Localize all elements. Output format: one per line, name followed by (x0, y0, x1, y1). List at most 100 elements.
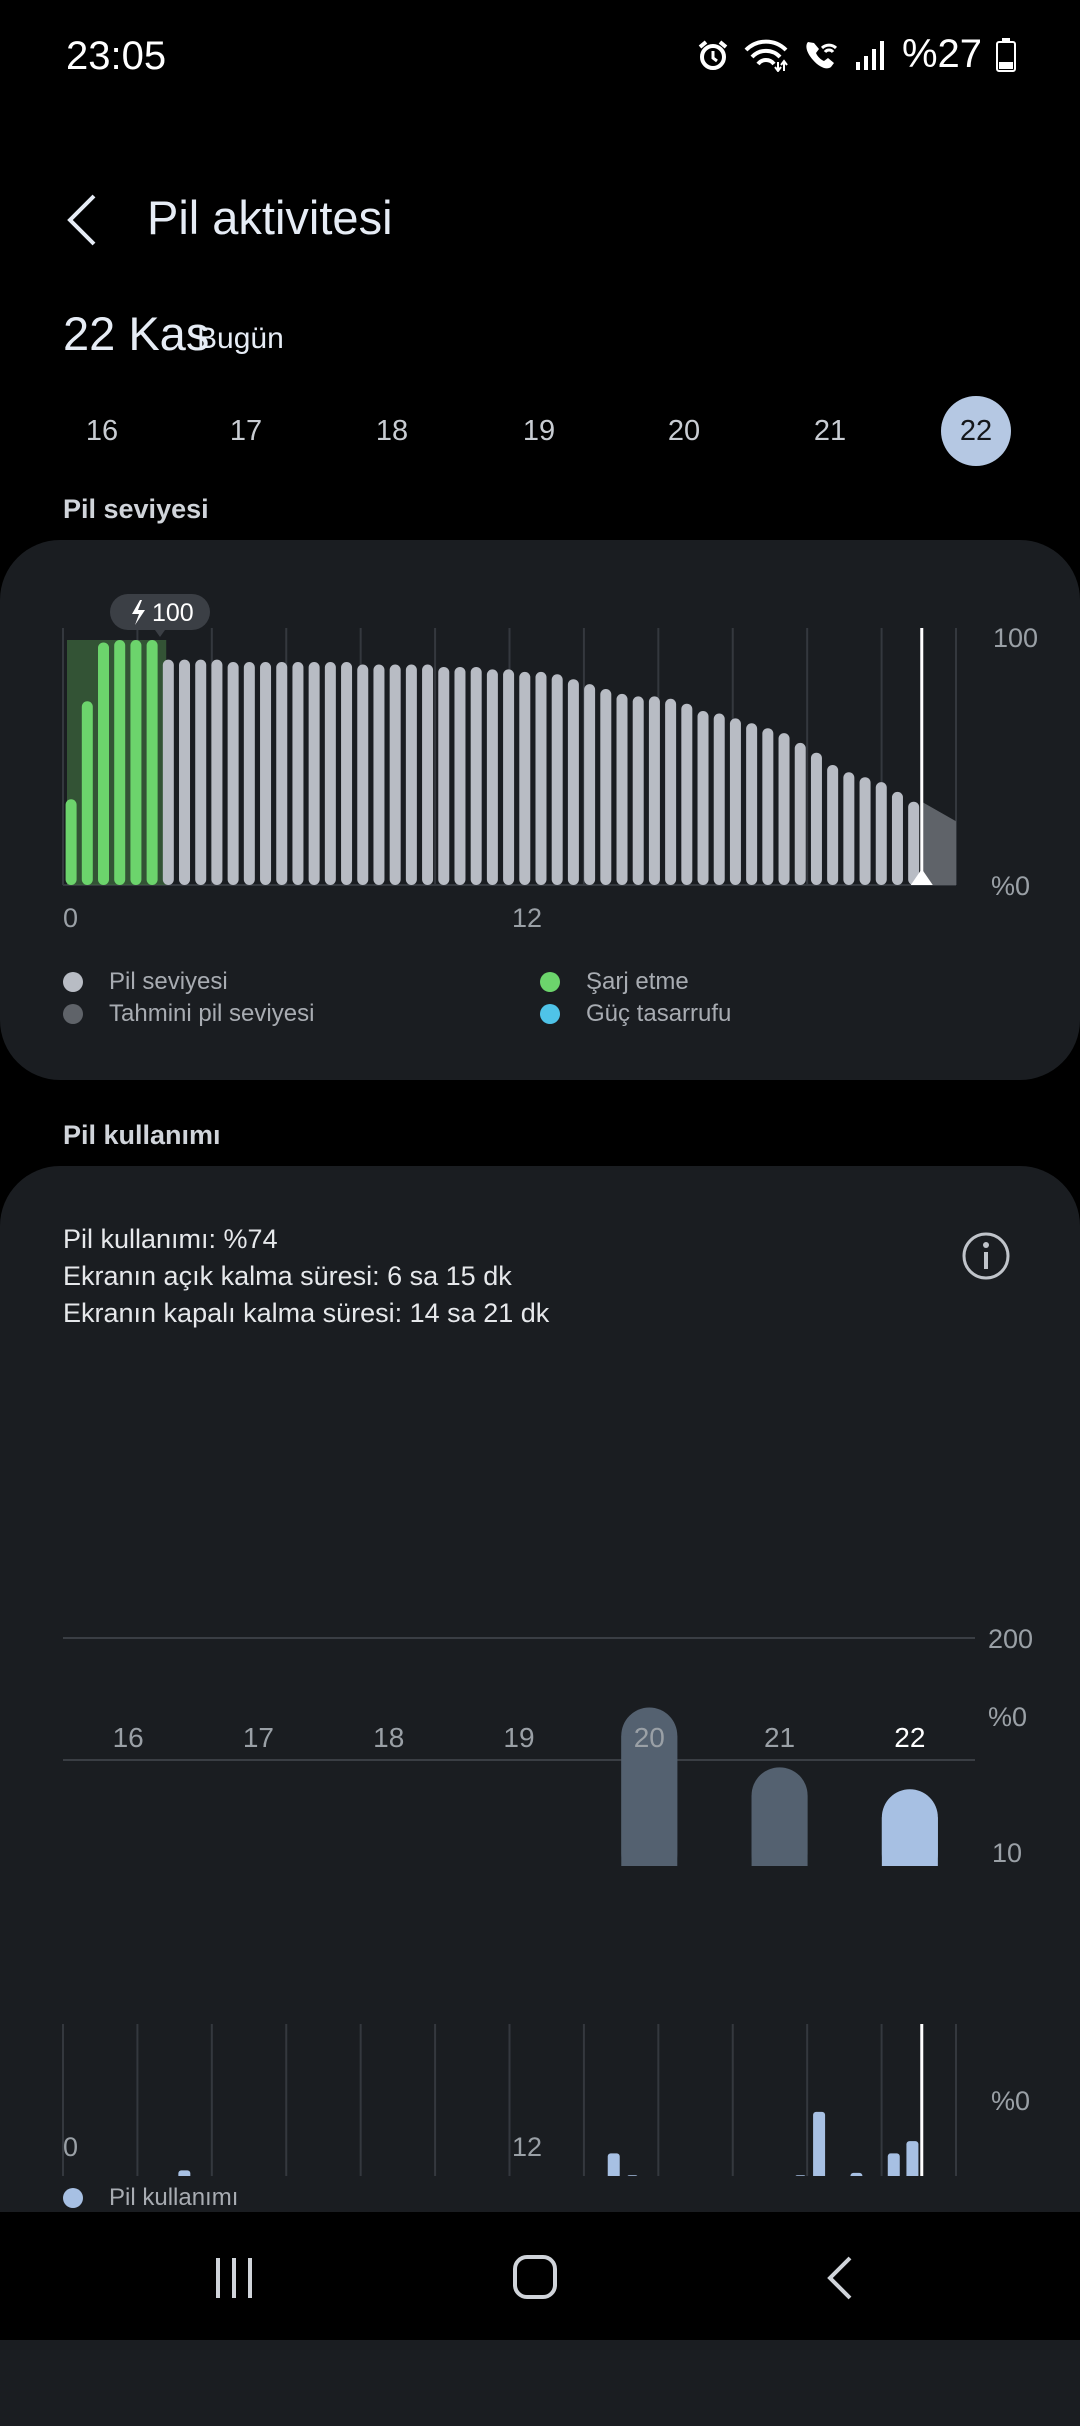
level-bar (389, 664, 401, 885)
day-16[interactable]: 16 (85, 415, 119, 447)
back-icon (827, 2256, 852, 2300)
level-bar (98, 642, 110, 885)
battery-level-chart: 100 100 %0 0 12 (62, 594, 1038, 933)
level-bar (827, 764, 839, 885)
daily-axis-labels: %0 16 17 18 19 20 21 22 (113, 1702, 1027, 1753)
level-bar (243, 662, 255, 885)
level-bar (584, 684, 596, 885)
hourly-bar (850, 2172, 863, 2176)
status-icons: %27 (696, 32, 1016, 77)
daily-y-max: 200 (988, 1624, 1033, 1654)
alarm-icon (698, 39, 728, 70)
level-bar (373, 664, 385, 885)
nav-back-button[interactable] (822, 2254, 856, 2302)
chevron-left-icon (67, 194, 96, 246)
hourly-bar (813, 2111, 826, 2176)
level-bar (454, 666, 466, 885)
legend-dot (63, 2188, 83, 2208)
day-19[interactable]: 19 (522, 415, 556, 447)
level-bar (486, 669, 498, 885)
daily-bar-body (751, 1795, 808, 1866)
signal-icon (855, 40, 884, 70)
level-bar (260, 662, 272, 885)
level-bar (324, 662, 336, 885)
legend-label: Tahmini pil seviyesi (109, 1000, 315, 1027)
daily-x-label: 17 (243, 1722, 274, 1753)
day-20[interactable]: 20 (667, 415, 701, 447)
home-button[interactable] (512, 2254, 558, 2300)
hourly-usage-chart: 10 (62, 2024, 957, 2176)
lightning-icon (132, 600, 145, 625)
hourly-bar (887, 2153, 900, 2176)
level-bar (162, 659, 174, 885)
hourly-x-12: 12 (512, 2132, 543, 2162)
level-y-max: 100 (993, 623, 1038, 653)
level-bar (665, 698, 677, 885)
daily-x-label: 20 (634, 1722, 665, 1753)
home-icon (513, 2255, 557, 2299)
navigation-bar (0, 2212, 1080, 2340)
day-21[interactable]: 21 (813, 415, 847, 447)
level-x-12: 12 (512, 903, 542, 933)
level-bar (503, 669, 515, 885)
level-bar (227, 662, 239, 885)
wifi-icon (744, 39, 788, 72)
daily-bar-body (621, 1735, 678, 1866)
hourly-bar (906, 2141, 919, 2176)
daily-usage-chart: 200 %0 (63, 1624, 1033, 1866)
level-bar (843, 772, 855, 885)
daily-x-label: 19 (503, 1722, 534, 1753)
level-bar (697, 711, 709, 885)
legend-item: Tahmini pil seviyesi (63, 1000, 314, 1028)
legend-dot (63, 972, 83, 992)
level-bar (405, 664, 417, 885)
hourly-bar (178, 2170, 191, 2176)
daily-y-min-label: %0 (988, 1702, 1027, 1732)
daily-bar-body (881, 1817, 938, 1866)
daily-x-label: 18 (373, 1722, 404, 1753)
recent-apps-button[interactable] (212, 2256, 256, 2300)
level-bar (211, 659, 223, 885)
charge-badge-value: 100 (152, 599, 194, 627)
level-x-0: 0 (63, 903, 78, 933)
level-bar (746, 723, 758, 885)
estimated-level-area (921, 801, 956, 885)
level-y-min: %0 (991, 871, 1030, 901)
level-bar (648, 696, 660, 885)
back-button[interactable] (60, 190, 104, 250)
hourly-y-max-label: 10 (992, 1838, 1023, 1868)
date-sub: Bugün (197, 322, 284, 355)
daily-x-label: 16 (113, 1722, 144, 1753)
hourly-bar (795, 2175, 806, 2176)
day-17[interactable]: 17 (229, 415, 263, 447)
legend-dot (540, 972, 560, 992)
level-bar (762, 728, 774, 885)
day-22[interactable]: 22 (941, 396, 1011, 466)
level-bar (875, 782, 887, 885)
legend-label: Pil seviyesi (109, 968, 228, 995)
screen-on-time: Ekranın açık kalma süresi: 6 sa 15 dk (63, 1261, 512, 1291)
usage-total: Pil kullanımı: %74 (63, 1224, 278, 1254)
level-bar (292, 662, 304, 885)
status-time: 23:05 (66, 34, 167, 78)
level-bar (632, 696, 644, 885)
battery-percentage: %27 (901, 32, 982, 76)
level-bar (681, 703, 693, 885)
section-label-level: Pil seviyesi (63, 494, 209, 524)
info-icon[interactable] (960, 1230, 1012, 1282)
wifi-calling-icon (806, 41, 837, 68)
battery-level-card: 100 100 %0 0 12 Pil seviyesi Şarj etme T… (0, 540, 1080, 1080)
level-bar (81, 701, 93, 885)
page-title: Pil aktivitesi (147, 191, 393, 244)
level-bar (810, 752, 822, 885)
now-marker-triangle (910, 869, 933, 885)
level-bar (179, 659, 191, 885)
level-bar (114, 640, 126, 885)
day-18[interactable]: 18 (375, 415, 409, 447)
hourly-bar (627, 2175, 638, 2176)
level-bar (276, 662, 288, 885)
level-bar (891, 791, 903, 885)
level-bar (470, 666, 482, 885)
hourly-bar (607, 2153, 620, 2176)
recent-apps-icon (216, 2258, 252, 2298)
